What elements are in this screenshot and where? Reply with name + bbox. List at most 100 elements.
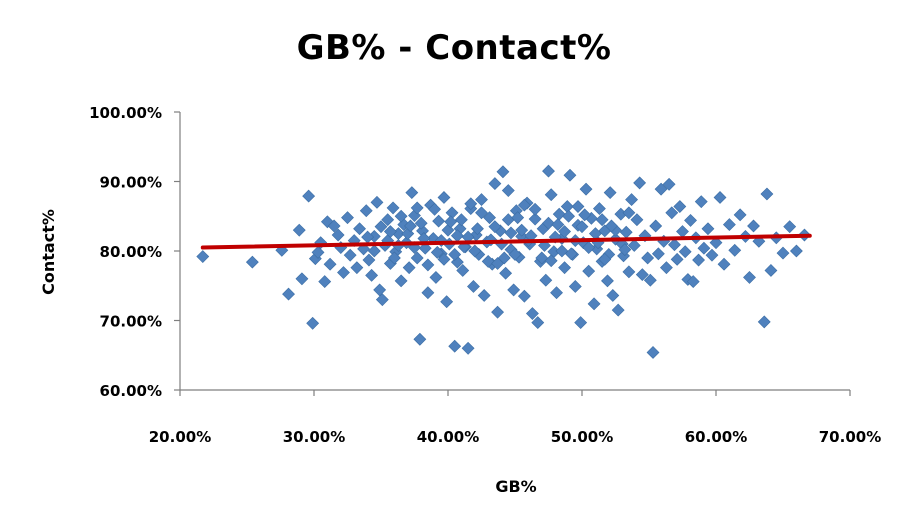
data-point <box>601 274 614 288</box>
data-point <box>429 270 443 284</box>
data-point <box>697 241 711 255</box>
data-point <box>517 289 531 303</box>
data-point <box>705 248 719 262</box>
data-point <box>551 218 565 232</box>
data-point <box>488 177 502 191</box>
data-point <box>694 195 708 209</box>
data-point <box>789 244 803 258</box>
data-point <box>394 209 408 223</box>
data-point <box>701 222 715 236</box>
data-point <box>757 315 771 329</box>
data-point <box>709 236 723 250</box>
data-point <box>717 257 731 271</box>
data-point <box>544 254 558 268</box>
data-point <box>461 341 475 355</box>
data-point <box>402 261 416 275</box>
data-point <box>456 264 470 277</box>
data-point <box>544 188 558 202</box>
data-point <box>196 250 210 263</box>
data-point <box>668 238 681 252</box>
data-point <box>571 200 585 213</box>
data-point <box>582 241 596 254</box>
data-point <box>367 244 381 258</box>
data-point <box>579 182 593 196</box>
trendline-layer <box>200 233 812 250</box>
data-point <box>531 316 545 330</box>
y-tick-label: 70.00% <box>100 313 162 331</box>
x-tick-label: 30.00% <box>283 428 345 446</box>
data-point <box>501 184 515 197</box>
data-point <box>558 261 572 275</box>
data-point <box>448 248 462 261</box>
data-point <box>491 305 505 319</box>
data-point <box>611 303 625 317</box>
data-point <box>603 186 617 200</box>
data-point <box>676 225 689 238</box>
data-point <box>678 245 692 259</box>
x-tick-label: 20.00% <box>149 428 211 446</box>
data-point <box>507 283 521 297</box>
y-tick-label: 80.00% <box>100 243 162 261</box>
data-point <box>318 275 332 289</box>
data-point <box>686 275 700 289</box>
data-point <box>562 209 576 223</box>
data-point <box>481 255 495 268</box>
data-point <box>713 191 727 204</box>
y-tick-label: 60.00% <box>100 382 162 400</box>
data-point <box>467 280 480 293</box>
data-point <box>508 248 522 261</box>
data-point <box>331 228 345 242</box>
x-tick-label: 70.00% <box>819 428 881 446</box>
chart-title: GB% - Contact% <box>296 28 612 68</box>
data-point <box>606 289 620 302</box>
data-point <box>747 219 760 233</box>
data-point <box>440 295 454 309</box>
data-point <box>428 202 442 216</box>
data-point <box>504 226 518 240</box>
data-point <box>430 245 444 259</box>
data-point <box>528 212 542 226</box>
data-point <box>528 202 542 216</box>
data-point <box>555 244 569 258</box>
data-point <box>437 191 451 204</box>
data-point <box>622 265 636 279</box>
data-point <box>282 287 295 301</box>
data-point <box>373 283 387 297</box>
data-point <box>743 270 756 284</box>
data-point <box>564 247 578 261</box>
data-point <box>525 307 539 320</box>
data-point <box>733 208 747 222</box>
data-point <box>421 258 435 272</box>
data-point <box>375 293 389 307</box>
data-point <box>641 251 655 265</box>
x-tick-label: 40.00% <box>417 428 479 446</box>
data-point <box>477 289 491 302</box>
data-point <box>511 211 525 225</box>
data-point <box>404 219 417 233</box>
data-point <box>410 201 424 215</box>
data-point <box>302 189 316 203</box>
data-point <box>633 176 647 190</box>
data-point <box>464 197 478 211</box>
data-point <box>776 246 790 260</box>
data-point <box>684 213 697 227</box>
data-point <box>353 222 366 236</box>
data-point <box>370 195 384 209</box>
data-point <box>414 216 428 230</box>
axes <box>174 111 851 396</box>
data-point <box>651 247 665 261</box>
x-tick-label: 60.00% <box>685 428 747 446</box>
data-point <box>643 273 657 287</box>
data-point <box>722 218 736 232</box>
data-point <box>574 316 588 330</box>
data-point <box>622 206 636 220</box>
data-point <box>245 255 259 269</box>
data-point <box>444 215 458 229</box>
data-point <box>454 213 468 227</box>
data-point <box>595 213 609 227</box>
data-point <box>359 204 373 218</box>
data-point <box>760 187 774 201</box>
data-point <box>501 213 515 227</box>
data-point <box>432 214 446 228</box>
